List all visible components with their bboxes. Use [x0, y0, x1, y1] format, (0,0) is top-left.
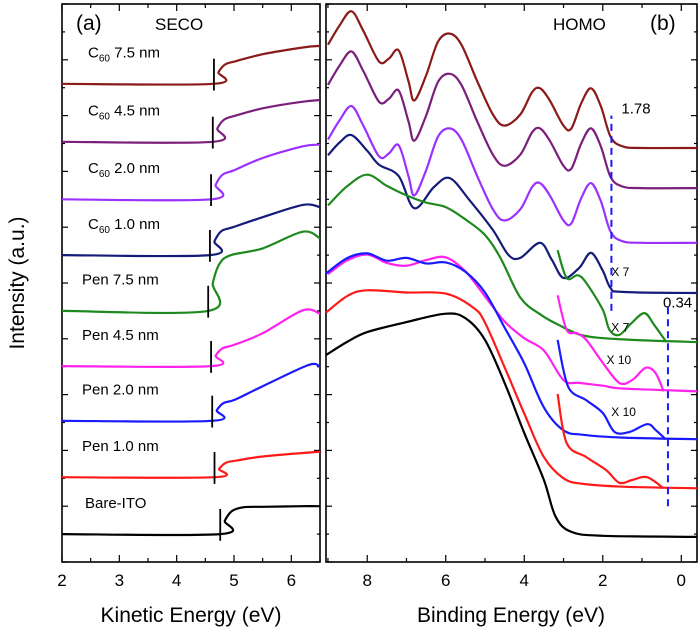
x-tick-label: 4	[520, 571, 529, 590]
panel-b-xlabel: Binding Energy (eV)	[417, 604, 605, 627]
series-line	[325, 289, 698, 490]
series-label: Pen 2.0 nm	[82, 382, 159, 399]
subscript: 60	[99, 112, 111, 123]
series-line	[327, 133, 698, 295]
series-line	[61, 362, 321, 423]
y-axis-label: Intensity (a.u.)	[6, 216, 29, 349]
x-tick-label: 8	[362, 571, 371, 590]
series-label: Pen 1.0 nm	[82, 438, 159, 455]
panel-b-homo: 8 6 4 2 0 X 7 X 7 X 10 X 10 1.78 0.34	[325, 3, 698, 590]
x-tick-label: 5	[229, 571, 238, 590]
magnification-label: X 7	[611, 320, 629, 334]
series-label: C60 2.0 nm	[88, 160, 160, 180]
x-tick-label: 6	[441, 571, 450, 590]
x-tick-label: 2	[57, 571, 66, 590]
series-line	[61, 230, 321, 315]
series-label: C60 4.5 nm	[88, 103, 160, 123]
series-line	[327, 173, 698, 344]
series-label: Pen 4.5 nm	[82, 327, 159, 344]
subscript: 60	[99, 54, 111, 65]
series-line	[61, 450, 322, 479]
subscript: 60	[99, 225, 111, 236]
series-line	[327, 50, 698, 190]
series-line	[61, 98, 321, 144]
onset-value-label: 1.78	[621, 101, 650, 118]
magnified-series-line	[556, 295, 665, 392]
label-rest: 2.0 nm	[110, 160, 160, 177]
series-line	[327, 10, 698, 150]
series-label: C60 1.0 nm	[88, 216, 160, 236]
panel-a-letter: (a)	[76, 12, 102, 35]
onset-value-label: 0.34	[663, 294, 692, 311]
series-line	[61, 44, 321, 86]
label-rest: 1.0 nm	[110, 216, 160, 233]
magnified-series-line	[556, 249, 668, 343]
x-tick-label: 6	[287, 571, 296, 590]
series-line	[61, 203, 321, 258]
series-line	[61, 308, 321, 368]
series-line	[325, 252, 698, 441]
series-label: Bare-ITO	[85, 495, 146, 512]
magnification-label: X 10	[611, 405, 636, 419]
label-rest: 4.5 nm	[110, 103, 160, 120]
panel-b-letter: (b)	[650, 12, 676, 35]
label-rest: 7.5 nm	[110, 45, 160, 62]
series-label: C60 7.5 nm	[88, 45, 160, 65]
panel-a-title: SECO	[155, 15, 203, 34]
series-label: Pen 7.5 nm	[82, 272, 159, 289]
magnification-label: X 10	[607, 353, 632, 367]
magnified-series-line	[556, 339, 667, 441]
panel-b-title: HOMO	[553, 15, 606, 34]
magnified-series-line	[556, 393, 665, 490]
series-line	[327, 105, 698, 245]
x-tick-label: 2	[598, 571, 607, 590]
panel-a-xlabel: Kinetic Energy (eV)	[101, 604, 282, 627]
series-line	[327, 253, 698, 393]
series-line	[325, 312, 698, 538]
series-line	[61, 143, 321, 202]
panel-a-seco: 2 3 4 5 6 C60 7.5 nm C60 4.5 nm C60 2.0 nm C60 1…	[57, 3, 322, 590]
x-tick-label: 0	[677, 571, 686, 590]
subscript: 60	[99, 169, 111, 180]
series-line	[61, 505, 321, 537]
x-tick-label: 4	[172, 571, 181, 590]
x-tick-label: 3	[115, 571, 124, 590]
magnification-label: X 7	[611, 265, 629, 279]
